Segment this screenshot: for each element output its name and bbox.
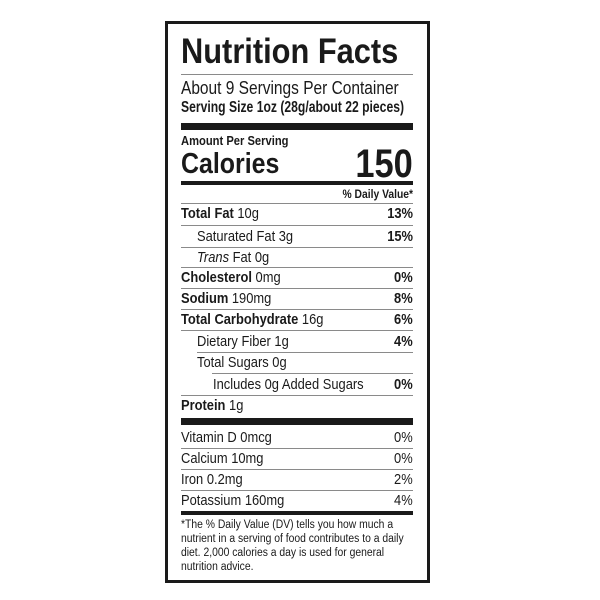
vitamin-dv: 2% bbox=[394, 471, 413, 488]
serving-size-label: Serving Size bbox=[181, 99, 254, 116]
divider bbox=[181, 448, 413, 449]
serving-size: Serving Size 1oz (28g/about 22 pieces) bbox=[181, 98, 404, 118]
nutrient-amount: 0g bbox=[272, 354, 287, 371]
nutrient-name: Protein bbox=[181, 397, 226, 414]
divider bbox=[181, 267, 413, 268]
nutrient-name: Total Fat bbox=[181, 205, 234, 222]
medium-divider bbox=[181, 181, 413, 185]
divider bbox=[181, 288, 413, 289]
nutrient-amount: 3g bbox=[278, 228, 294, 245]
divider bbox=[181, 469, 413, 470]
nutrient-row-sodium: Sodium 190mg 8% bbox=[181, 289, 413, 309]
nutrient-amount: 10g bbox=[237, 205, 259, 222]
nutrient-row-added-sugars: Includes 0g Added Sugars 0% bbox=[181, 375, 413, 395]
vitamin-amount: 10mg bbox=[231, 450, 264, 467]
nutrient-name-suffix: Fat bbox=[232, 249, 252, 266]
vitamin-name: Potassium bbox=[181, 492, 242, 509]
nutrient-amount: 1g bbox=[274, 333, 289, 350]
vitamin-dv: 0% bbox=[394, 429, 413, 446]
divider bbox=[181, 330, 413, 331]
nutrient-name: Cholesterol bbox=[181, 269, 252, 286]
divider bbox=[181, 74, 413, 75]
nutrient-dv: 13% bbox=[387, 205, 413, 222]
amount-per-serving-row: Amount Per Serving bbox=[181, 133, 413, 149]
thick-divider bbox=[181, 123, 413, 130]
vitamin-amount: 160mg bbox=[244, 492, 285, 509]
nutrient-dv: 0% bbox=[394, 269, 413, 286]
calories-row: Calories 150 bbox=[181, 142, 413, 186]
label-title: Nutrition Facts bbox=[181, 32, 399, 71]
divider bbox=[181, 225, 413, 226]
nutrient-amount: 0mg bbox=[255, 269, 281, 286]
divider bbox=[212, 373, 413, 374]
vitamin-amount: 0mcg bbox=[240, 429, 272, 446]
divider bbox=[181, 490, 413, 491]
nutrient-row-cholesterol: Cholesterol 0mg 0% bbox=[181, 268, 413, 288]
nutrition-facts-label: Nutrition Facts About 9 Servings Per Con… bbox=[165, 21, 430, 583]
nutrient-name: Saturated Fat bbox=[197, 228, 276, 245]
serving-size-value: 1oz (28g/about 22 pieces) bbox=[256, 99, 405, 116]
divider bbox=[181, 247, 413, 248]
nutrient-row-dietary-fiber: Dietary Fiber 1g 4% bbox=[181, 332, 413, 352]
nutrient-row-total-carbohydrate: Total Carbohydrate 16g 6% bbox=[181, 310, 413, 330]
vitamin-name: Calcium bbox=[181, 450, 228, 467]
nutrient-amount: 190mg bbox=[231, 290, 272, 307]
vitamin-row-vitamin-d: Vitamin D 0mcg 0% bbox=[181, 428, 413, 448]
servings-row: About 9 Servings Per Container bbox=[181, 77, 413, 99]
vitamin-name: Iron bbox=[181, 471, 204, 488]
medium-divider bbox=[181, 511, 413, 515]
nutrient-row-total-sugars: Total Sugars 0g bbox=[181, 353, 413, 373]
nutrient-name: Trans bbox=[197, 249, 230, 266]
nutrient-row-total-fat: Total Fat 10g 13% bbox=[181, 204, 413, 224]
divider bbox=[181, 309, 413, 310]
footnote: *The % Daily Value (DV) tells you how mu… bbox=[181, 519, 404, 573]
divider bbox=[197, 352, 413, 353]
nutrient-name: Total Carbohydrate bbox=[181, 311, 299, 328]
nutrient-row-saturated-fat: Saturated Fat 3g 15% bbox=[181, 227, 413, 247]
title-row: Nutrition Facts bbox=[181, 32, 413, 72]
nutrient-amount: 0g bbox=[254, 249, 270, 266]
nutrient-dv: 0% bbox=[394, 376, 413, 393]
vitamin-dv: 0% bbox=[394, 450, 413, 467]
nutrient-amount: 16g bbox=[301, 311, 324, 328]
vitamin-row-iron: Iron 0.2mg 2% bbox=[181, 470, 413, 490]
nutrient-name: Includes 0g Added Sugars bbox=[213, 376, 364, 393]
vitamin-amount: 0.2mg bbox=[206, 471, 243, 488]
nutrient-dv: 8% bbox=[394, 290, 413, 307]
daily-value-header: % Daily Value* bbox=[342, 187, 413, 201]
nutrient-dv: 15% bbox=[387, 228, 413, 245]
divider bbox=[181, 203, 413, 204]
nutrient-row-protein: Protein 1g bbox=[181, 396, 413, 416]
nutrient-dv: 4% bbox=[394, 333, 413, 350]
amount-per-serving: Amount Per Serving bbox=[181, 133, 289, 148]
nutrient-dv: 6% bbox=[394, 311, 413, 328]
vitamin-name: Vitamin D bbox=[181, 429, 237, 446]
nutrient-row-trans-fat: Trans Fat 0g bbox=[181, 248, 413, 268]
vitamin-row-calcium: Calcium 10mg 0% bbox=[181, 449, 413, 469]
thick-divider bbox=[181, 418, 413, 425]
servings-per-container: About 9 Servings Per Container bbox=[181, 78, 399, 98]
nutrient-amount: 1g bbox=[229, 397, 244, 414]
vitamin-row-potassium: Potassium 160mg 4% bbox=[181, 491, 413, 511]
serving-size-row: Serving Size 1oz (28g/about 22 pieces) bbox=[181, 98, 413, 118]
calories-value: 150 bbox=[355, 142, 413, 186]
daily-value-header-row: % Daily Value* bbox=[181, 186, 413, 202]
nutrient-name: Sodium bbox=[181, 290, 229, 307]
nutrient-name: Dietary Fiber bbox=[197, 333, 271, 350]
vitamin-dv: 4% bbox=[394, 492, 413, 509]
calories-label: Calories bbox=[181, 148, 280, 180]
nutrient-name: Total Sugars bbox=[197, 354, 269, 371]
divider bbox=[181, 395, 413, 396]
